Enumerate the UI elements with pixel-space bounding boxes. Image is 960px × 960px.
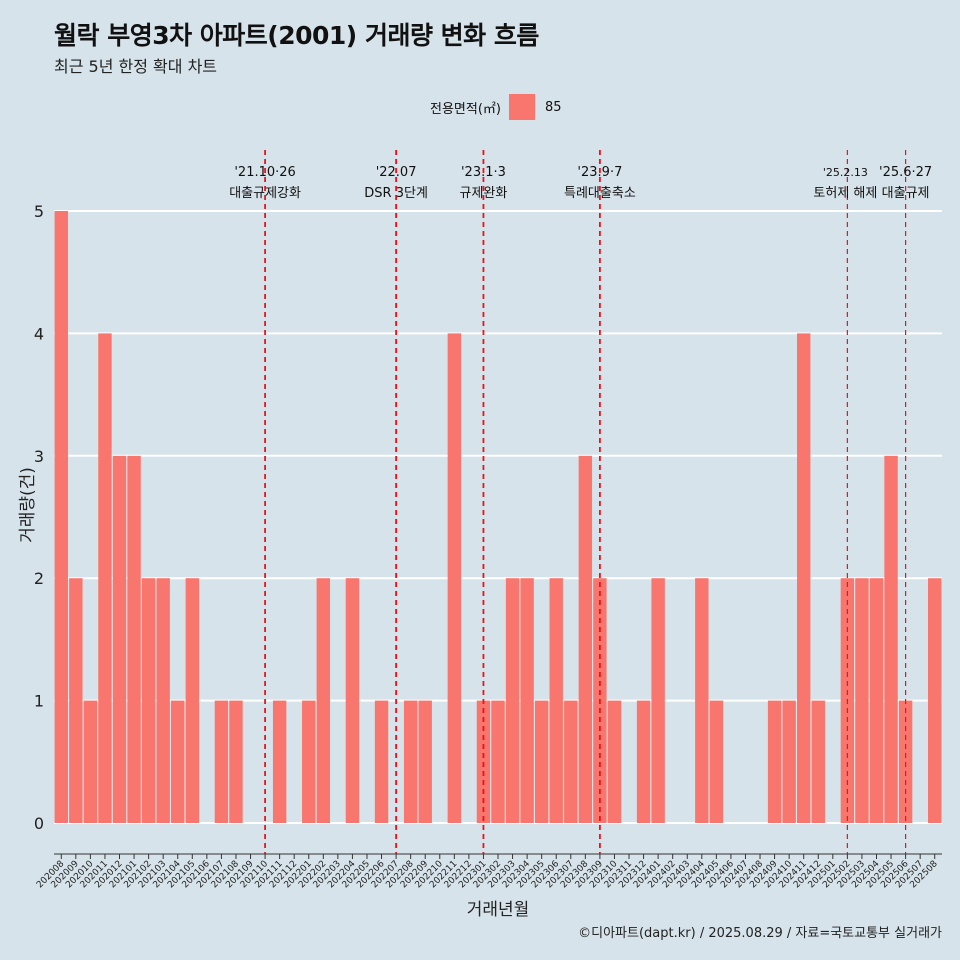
bar-202102 [141,578,156,823]
event-label-202506: 대출규제 [882,186,930,201]
y-tick-label-4: 4 [34,324,44,343]
bar-202105 [185,578,199,823]
y-axis-title: 거래량(건) [18,467,38,543]
legend-entry-85: 85 [544,99,562,115]
bar-202202 [316,578,331,823]
bar-202412 [811,700,825,823]
bar-202307 [564,700,578,823]
bar-202008 [54,211,68,823]
bar-202409 [767,700,782,823]
event-date-202207: '22.07 [376,165,417,180]
bar-202010 [83,700,98,823]
bar-202404 [695,578,709,823]
event-date-202502: '25.2.13 [823,166,868,179]
legend-title: 전용면적(㎡) [430,101,501,117]
bar-202201 [302,700,316,823]
event-date-202301: '23.1·3 [461,165,506,180]
bar-202401 [651,578,665,823]
event-label-202301: 규제완화 [460,186,508,201]
event-label-202309: 특례대출축소 [564,186,636,201]
event-label-202110: 대출규제강화 [229,186,301,201]
y-tick-label-0: 0 [34,814,44,833]
bar-202011 [98,333,112,823]
x-axis-title: 거래년월 [467,900,530,920]
chart-subtitle: 최근 5년 한정 확대 차트 [54,57,218,76]
bar-202009 [69,578,83,823]
bar-202108 [229,700,243,823]
bar-202505 [884,455,898,823]
legend: 전용면적(㎡) 85 [430,94,562,120]
bar-202111 [272,700,287,823]
bar-202012 [112,455,127,823]
bar-202411 [797,333,811,823]
bar-202211 [447,333,462,823]
event-label-202207: DSR 3단계 [364,186,428,201]
bar-202208 [403,700,418,823]
bar-202410 [782,700,796,823]
y-tick-label-3: 3 [34,447,44,466]
bar-202107 [214,700,229,823]
y-tick-label-5: 5 [34,202,44,221]
bar-202504 [869,578,884,823]
bar-202204 [345,578,360,823]
bar-202405 [709,700,724,823]
bar-202310 [607,700,622,823]
event-date-202506: '25.6·27 [879,165,932,180]
bar-202301 [476,700,491,823]
bar-202101 [127,455,141,823]
bar-202302 [491,700,505,823]
chart-title: 월락 부영3차 아파트(2001) 거래량 변화 흐름 [54,21,539,50]
event-date-202309: '23.9·7 [577,165,622,180]
bar-202103 [156,578,170,823]
bar-202306 [549,578,563,823]
y-tick-label-1: 1 [34,692,44,711]
bar-202503 [855,578,869,823]
bar-202104 [171,700,185,823]
event-date-202110: '21.10·26 [234,165,295,180]
bar-202308 [578,455,593,823]
bar-202506 [898,700,913,823]
bar-202303 [505,578,520,823]
bar-202304 [520,578,534,823]
source-caption: ©디아파트(dapt.kr) / 2025.08.29 / 자료=국토교통부 실… [578,926,942,941]
bar-202508 [928,578,942,823]
bar-202206 [374,700,389,823]
bar-202209 [418,700,432,823]
bar-202305 [534,700,549,823]
y-tick-label-2: 2 [34,569,44,588]
legend-swatch [508,94,535,120]
event-label-202502: 토허제 해제 [813,186,877,201]
bar-202312 [636,700,651,823]
